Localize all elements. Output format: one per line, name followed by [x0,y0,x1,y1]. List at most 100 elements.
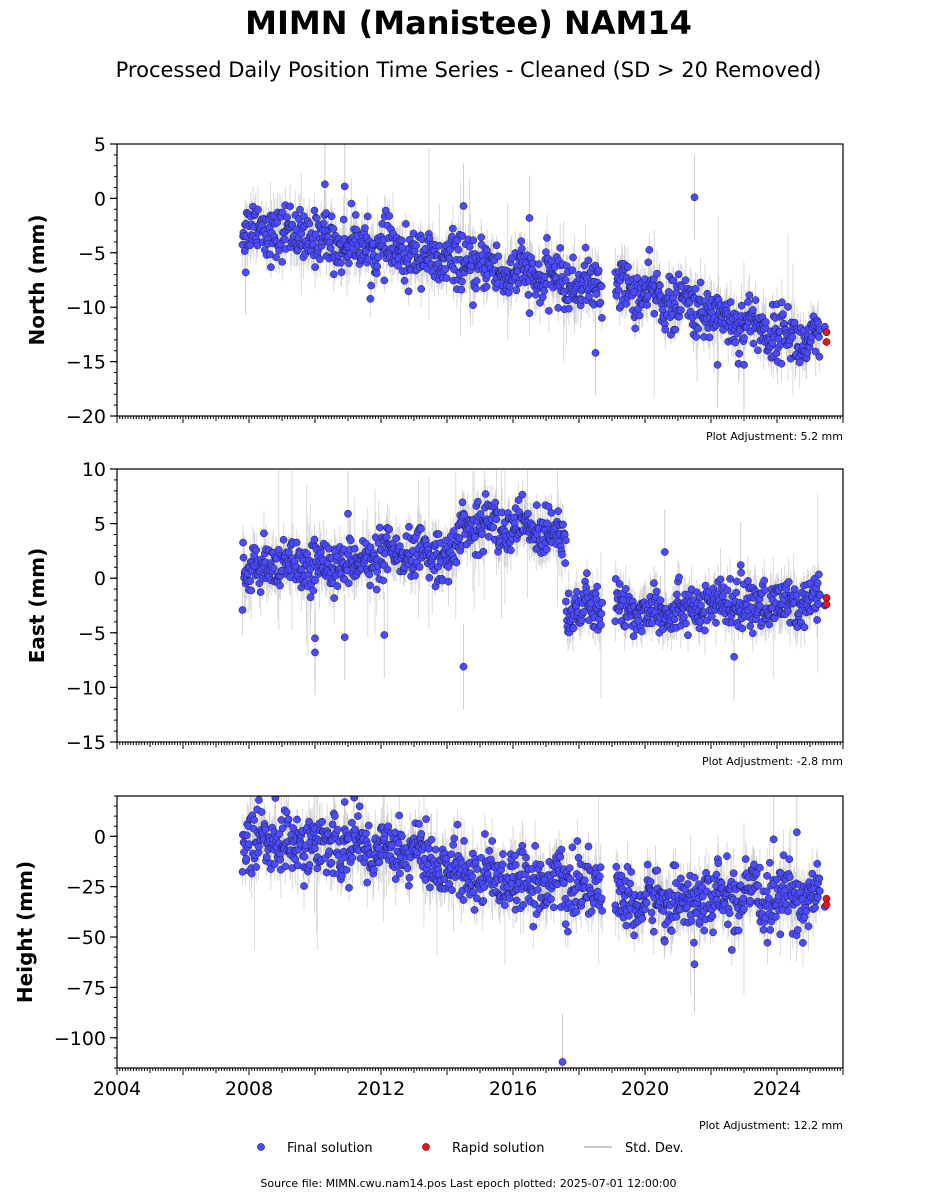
final-point [569,624,578,633]
y-tick-label: −10 [66,297,106,319]
final-point [701,626,709,635]
final-point [382,533,391,541]
final-point [366,294,375,303]
final-point [671,325,680,334]
final-point [591,349,600,357]
final-point [788,333,797,342]
final-point [481,490,490,498]
final-point [593,582,601,591]
final-point [380,549,389,558]
final-point [476,510,485,518]
final-point [701,581,710,590]
final-point [518,490,527,499]
final-point [673,590,681,599]
final-point [560,288,568,296]
final-point [594,266,603,275]
final-point [564,589,573,598]
final-point [684,631,692,640]
y-axis: 10 5 0 −5 −10 −15 [66,459,117,754]
x-ticks [116,416,844,423]
final-point [731,338,740,347]
final-point [469,301,477,310]
final-point [372,585,381,594]
final-point [596,298,605,307]
final-point [737,568,745,577]
final-point [568,266,577,275]
final-point [454,245,463,254]
final-point [366,543,375,552]
final-point [813,616,821,624]
final-point [344,579,353,588]
final-point [762,318,770,326]
final-point [730,652,738,661]
final-point [760,576,769,585]
final-point [330,594,338,602]
final-point [736,561,745,569]
final-point [716,575,725,584]
final-point [765,620,774,629]
final-point [296,205,304,214]
final-solution-series [238,490,824,671]
final-point [405,523,413,531]
final-point [694,324,703,333]
plot-area [238,469,831,710]
final-point [650,309,659,318]
final-point [241,268,250,277]
final-point [740,361,748,369]
final-point [442,274,451,282]
final-point [585,292,593,301]
final-point [726,575,734,583]
final-point [340,633,349,642]
final-point [269,564,278,573]
rapid-point [822,600,831,609]
final-point [286,202,295,211]
y-tick-label: 0 [94,568,106,590]
final-point [366,581,374,590]
final-point [705,333,714,342]
final-point [723,586,732,595]
final-point [240,247,249,255]
final-point [726,298,735,306]
final-point [614,286,623,294]
figure-title: MIMN (Manistee) NAM14 [245,4,692,42]
final-point [629,632,638,641]
final-point [674,270,683,279]
final-point [311,576,319,585]
final-point [252,546,261,554]
final-point [621,584,630,593]
final-point [303,550,312,558]
final-point [460,511,468,519]
final-point [344,509,352,518]
final-point [337,258,345,267]
final-point [459,662,468,671]
final-point [543,234,551,242]
final-point [380,631,389,639]
final-point [312,214,321,223]
final-point [411,571,419,580]
final-point [280,235,289,244]
final-point [321,180,329,189]
final-point [373,262,382,271]
final-point [669,276,678,285]
y-tick-label: −5 [78,623,106,645]
final-point [398,236,406,245]
final-point [238,606,247,614]
final-point [784,607,792,616]
final-point [703,289,712,298]
final-point [512,286,521,295]
y-tick-label: −15 [66,352,106,374]
panel-2: 10 5 0 −5 −10 −15 East (mm) Plot Adjustment: -2… [25,459,844,768]
final-point [583,569,591,578]
final-point [345,259,353,268]
final-point [517,237,526,245]
final-point [597,609,606,618]
final-point [239,538,247,547]
final-point [458,277,466,286]
final-point [569,253,577,262]
final-point [581,243,590,252]
final-point [256,588,265,597]
final-point [813,579,822,587]
final-point [615,580,624,588]
final-point [367,281,375,290]
